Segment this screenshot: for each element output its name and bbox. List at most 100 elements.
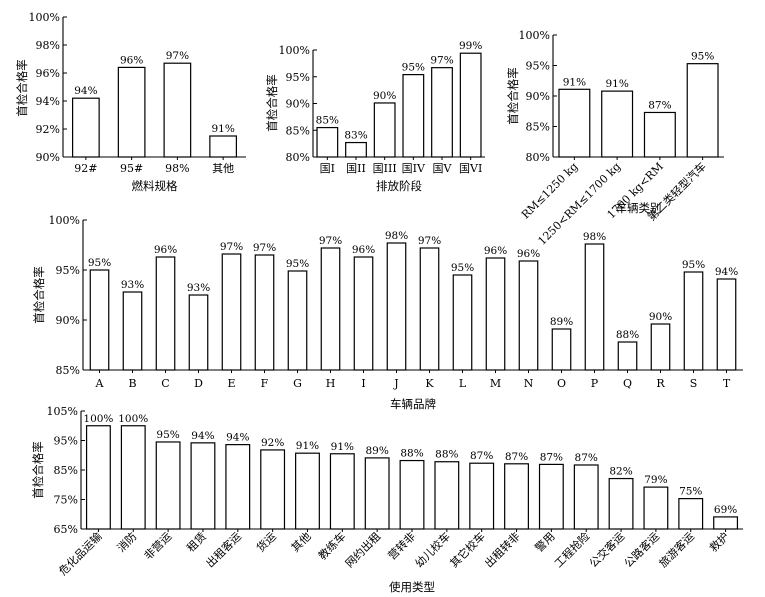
x-tick-label: D xyxy=(194,377,203,390)
bar xyxy=(678,498,704,530)
data-label: 97% xyxy=(220,241,243,253)
data-label: 97% xyxy=(418,235,441,247)
data-label: 87% xyxy=(505,451,528,463)
x-axis-title: 车辆品牌 xyxy=(390,397,436,411)
x-tick-label: T xyxy=(723,377,731,390)
x-tick-label: P xyxy=(591,377,599,390)
data-label: 88% xyxy=(616,329,639,341)
chart-vehicle-class: 80%85%90%95%100%91%RM≤1250 kg91%1250<RM≤… xyxy=(506,29,724,248)
x-tick-label: 国I xyxy=(320,162,335,175)
bar xyxy=(686,63,719,158)
bar xyxy=(402,74,425,158)
data-label: 96% xyxy=(154,244,177,256)
bar xyxy=(504,463,529,530)
bar xyxy=(452,274,473,371)
bar xyxy=(386,242,407,371)
x-tick-label: 营转非 xyxy=(385,529,418,562)
bar xyxy=(617,341,638,371)
y-tick-label: 90% xyxy=(56,314,80,327)
data-label: 75% xyxy=(679,486,702,498)
bar xyxy=(254,254,275,371)
data-label: 88% xyxy=(400,448,423,460)
x-tick-label: 工程抢险 xyxy=(551,529,592,570)
y-tick-label: 75% xyxy=(54,494,78,507)
x-tick-label: 国IV xyxy=(402,162,426,175)
bar xyxy=(260,449,286,530)
data-label: 91% xyxy=(331,441,354,453)
x-tick-label: N xyxy=(524,377,534,390)
x-tick-label: 1250<RM≤1700 kg xyxy=(535,160,623,248)
x-tick-label: Q xyxy=(623,377,632,390)
y-tick-label: 95% xyxy=(286,71,310,84)
bar xyxy=(122,291,143,371)
bar xyxy=(120,425,146,530)
data-label: 91% xyxy=(605,78,628,90)
data-label: 100% xyxy=(118,413,148,425)
y-tick-label: 95% xyxy=(56,264,80,277)
bar xyxy=(364,457,390,530)
x-tick-label: O xyxy=(557,377,566,390)
x-tick-label: R xyxy=(656,377,665,390)
data-label: 99% xyxy=(459,40,482,52)
bar xyxy=(155,256,176,371)
y-tick-label: 94% xyxy=(36,95,60,108)
bar xyxy=(584,243,605,371)
x-tick-label: S xyxy=(690,377,698,390)
y-axis-title: 首检合格率 xyxy=(506,67,520,125)
y-tick-label: 98% xyxy=(36,39,60,52)
x-tick-label: 其他 xyxy=(289,530,314,555)
bar xyxy=(117,66,146,158)
data-label: 83% xyxy=(344,130,367,142)
y-tick-label: 95% xyxy=(54,435,78,448)
chart-brand: 85% 90% 95% 100% 95% A 93% B 96% C 93% D 97% E 97% F 95%… xyxy=(32,214,743,411)
bar xyxy=(518,260,539,371)
data-label: 97% xyxy=(430,55,453,67)
x-tick-label: 网约出租 xyxy=(342,529,383,570)
data-label: 85% xyxy=(316,115,339,127)
data-label: 87% xyxy=(648,99,671,111)
y-tick-label: 96% xyxy=(36,67,60,80)
y-axis-title: 首检合格率 xyxy=(31,441,45,499)
y-tick-label: 85% xyxy=(526,121,550,134)
y-tick-label: 95% xyxy=(526,60,550,73)
data-label: 91% xyxy=(211,123,234,135)
bar xyxy=(316,126,339,158)
y-axis-title: 首检合格率 xyxy=(265,74,279,132)
x-tick-label: A xyxy=(95,377,105,390)
x-tick-label: H xyxy=(326,377,336,390)
x-tick-label: 危化品运输 xyxy=(56,529,105,578)
bar xyxy=(431,67,453,158)
x-tick-label: 公路客运 xyxy=(621,529,662,570)
data-label: 95% xyxy=(88,257,111,269)
data-label: 94% xyxy=(191,430,214,442)
data-label: 87% xyxy=(575,452,598,464)
y-tick-label: 105% xyxy=(47,405,78,418)
chart-emission: 80% 85% 90% 95% 100% 85% 国I 83% 国II 90% 国III 95% 国IV… xyxy=(265,40,485,193)
bar xyxy=(163,62,192,158)
y-tick-label: 92% xyxy=(36,123,60,136)
x-tick-label: 警用 xyxy=(532,529,557,554)
data-label: 88% xyxy=(435,449,458,461)
data-label: 96% xyxy=(352,244,375,256)
data-label: 69% xyxy=(714,504,737,516)
x-tick-label: L xyxy=(459,377,467,390)
x-tick-label: J xyxy=(393,377,398,390)
data-label: 89% xyxy=(550,316,573,328)
data-label: 79% xyxy=(644,474,667,486)
y-tick-label: 80% xyxy=(526,151,550,164)
x-tick-label: B xyxy=(128,377,136,390)
bar xyxy=(225,444,251,530)
bar xyxy=(650,323,671,371)
y-axis-title: 首检合格率 xyxy=(15,59,29,117)
bar xyxy=(601,90,634,158)
y-tick-label: 100% xyxy=(29,11,60,24)
x-tick-label: 消防 xyxy=(114,529,139,554)
bar xyxy=(188,294,209,371)
data-label: 94% xyxy=(226,432,249,444)
data-label: 96% xyxy=(484,245,507,257)
x-tick-label: 幼儿校车 xyxy=(412,529,453,570)
x-tick-label: 公交客运 xyxy=(586,529,627,570)
y-tick-label: 100% xyxy=(519,29,550,42)
data-label: 95% xyxy=(682,259,705,271)
data-label: 95% xyxy=(402,62,425,74)
